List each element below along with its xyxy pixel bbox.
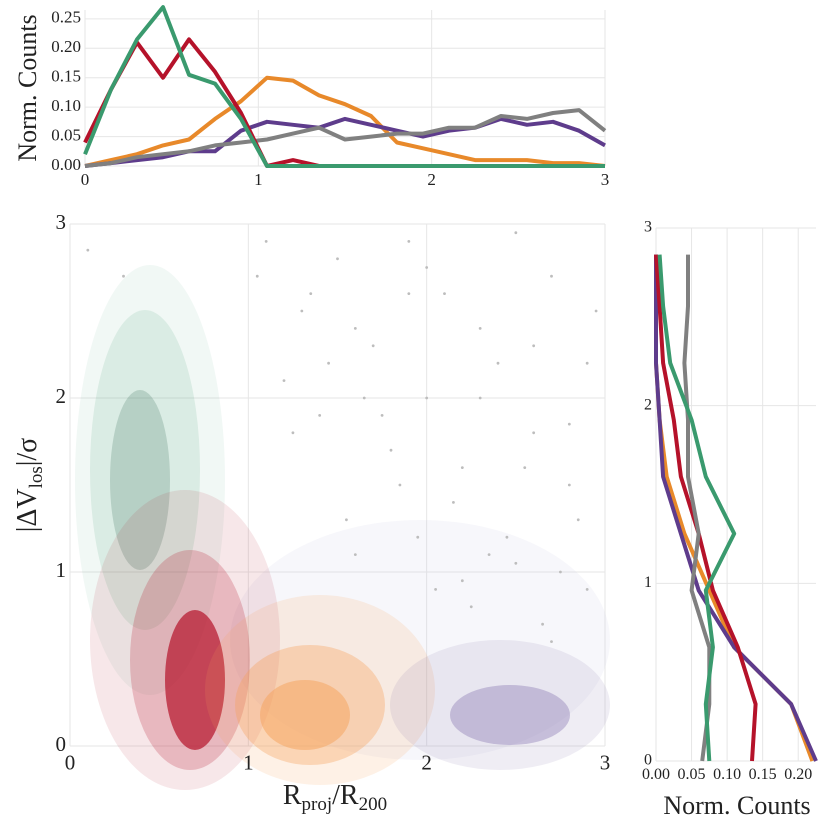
x-tick-label: 3 xyxy=(601,170,610,189)
x-tick-label: 0 xyxy=(65,751,76,775)
y-tick-label: 0.10 xyxy=(51,96,81,115)
series-line xyxy=(84,108,607,168)
scatter-point xyxy=(345,518,348,522)
scatter-point xyxy=(362,396,366,400)
y-tick-label: 1 xyxy=(644,574,652,591)
x-axis-title: Norm. Counts xyxy=(663,791,810,820)
scatter-point xyxy=(585,588,589,591)
x-tick-label: 2 xyxy=(421,751,432,775)
series-line xyxy=(84,75,606,168)
scatter-point xyxy=(371,344,375,348)
x-tick-label: 0.05 xyxy=(678,766,706,783)
scatter-point xyxy=(594,309,598,313)
scatter-point xyxy=(380,414,384,417)
scatter-point xyxy=(567,422,571,426)
x-title-main: R xyxy=(283,780,302,811)
x-axis-title: Rproj/R200 xyxy=(283,780,387,815)
series-line xyxy=(654,254,758,762)
scatter-point xyxy=(122,274,125,278)
scatter-point xyxy=(318,414,322,417)
scatter-point xyxy=(487,553,491,556)
scatter-point xyxy=(452,501,455,504)
y-tick-label: 0.00 xyxy=(51,155,81,174)
y-axis-title: Norm. Counts xyxy=(13,14,42,161)
scatter-point xyxy=(523,466,527,469)
scatter-point xyxy=(327,361,330,365)
scatter-point xyxy=(496,361,500,365)
x-tick-label: 0.00 xyxy=(642,766,670,783)
scatter-point xyxy=(309,292,313,295)
scatter-point xyxy=(541,622,544,626)
scatter-point xyxy=(336,257,339,261)
y-tick-label: 1 xyxy=(56,558,67,582)
y-title-sub: los xyxy=(26,466,47,488)
x-title-sub: proj xyxy=(302,794,333,815)
scatter-point xyxy=(514,561,518,565)
x-tick-label: 0 xyxy=(81,170,90,189)
x-tick-label: 2 xyxy=(427,170,436,189)
scatter-point xyxy=(398,483,402,487)
density-contours xyxy=(75,265,610,790)
scatter-point xyxy=(443,292,446,295)
scatter-point xyxy=(585,361,589,365)
scatter-point xyxy=(460,466,464,469)
scatter-point xyxy=(576,518,580,522)
series-line xyxy=(682,254,712,762)
scatter-point xyxy=(353,327,357,330)
scatter-point xyxy=(469,605,473,609)
scatter-point xyxy=(505,535,509,539)
x-tick-label: 1 xyxy=(254,170,263,189)
scatter-point xyxy=(532,431,536,435)
scatter-point xyxy=(460,579,464,583)
x-tick-label: 3 xyxy=(600,751,611,775)
y-tick-label: 3 xyxy=(644,219,652,236)
scatter-point xyxy=(514,231,518,235)
scatter-point xyxy=(353,553,357,556)
scatter-point xyxy=(407,292,411,295)
y-tick-label: 0.25 xyxy=(51,8,81,27)
y-tick-label: 0 xyxy=(644,752,652,769)
y-tick-label: 0.05 xyxy=(51,125,81,144)
series-line xyxy=(654,254,815,762)
scatter-point xyxy=(567,483,571,487)
y-tick-label: 3 xyxy=(56,210,67,234)
scatter-point xyxy=(425,396,429,400)
scatter-point xyxy=(255,274,259,278)
y-axis-title: |ΔVlos|/σ xyxy=(12,438,47,533)
scatter-point xyxy=(300,309,304,313)
x-tick-label: 0.20 xyxy=(784,766,812,783)
scatter-point xyxy=(264,240,268,243)
scatter-point xyxy=(407,240,411,243)
y-tick-label: 2 xyxy=(56,384,67,408)
scatter-point xyxy=(282,379,286,382)
x-tick-label: 0.15 xyxy=(749,766,777,783)
scatter-point xyxy=(532,344,536,348)
scatter-point xyxy=(559,570,562,574)
scatter-point xyxy=(291,431,295,435)
scatter-point xyxy=(416,535,420,539)
y-tick-label: 0.15 xyxy=(51,67,81,86)
x-tick-label: 1 xyxy=(243,751,254,775)
y-tick-label: 2 xyxy=(644,396,652,413)
series-line xyxy=(83,5,605,168)
series-line xyxy=(654,254,818,762)
scatter-point xyxy=(478,396,482,400)
scatter-point xyxy=(434,588,437,591)
grid xyxy=(69,10,816,762)
series-line xyxy=(657,254,737,762)
scatter-point xyxy=(425,266,429,269)
y-title-main: |ΔV xyxy=(12,488,43,532)
y-tick-label: 0.20 xyxy=(51,37,81,56)
x-title-mid: /R xyxy=(332,780,359,811)
scatter-point xyxy=(550,274,553,278)
x-title-sub2: 200 xyxy=(359,794,388,815)
scatter-point xyxy=(389,448,393,452)
scatter-point xyxy=(478,327,482,330)
scatter-point xyxy=(550,640,553,643)
x-tick-label: 0.10 xyxy=(713,766,741,783)
y-title-tail: |/σ xyxy=(12,438,43,466)
scatter-point xyxy=(86,248,90,252)
y-tick-label: 0 xyxy=(56,732,67,756)
